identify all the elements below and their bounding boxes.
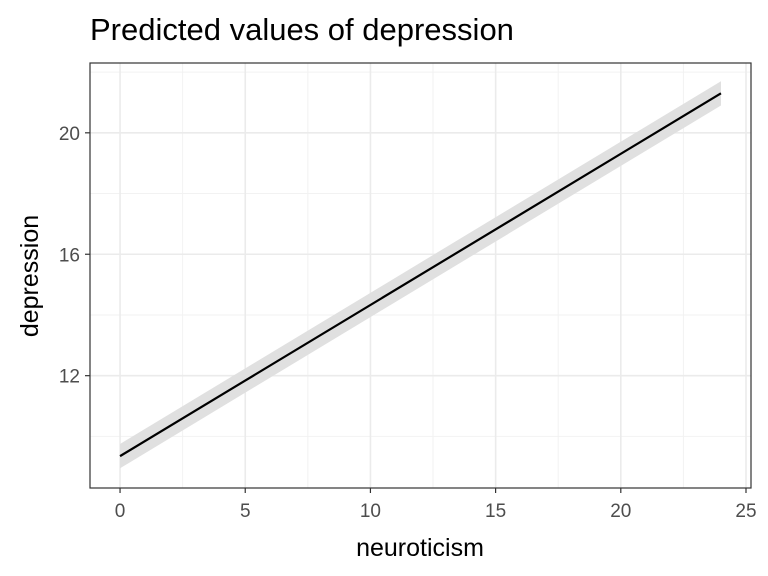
plot-panel: 0 5 10 15 20 25 12 16 20 <box>59 62 757 522</box>
y-tick-label: 12 <box>59 367 80 388</box>
x-tick-label: 25 <box>735 501 756 522</box>
x-tick-label: 15 <box>485 501 506 522</box>
y-axis-label: depression <box>16 215 44 337</box>
x-tick-label: 5 <box>240 501 251 522</box>
x-tick-label: 20 <box>610 501 631 522</box>
chart-title: Predicted values of depression <box>90 12 514 47</box>
x-tick-label: 10 <box>360 501 381 522</box>
x-axis-label: neuroticism <box>356 534 484 562</box>
prediction-line <box>119 92 722 458</box>
y-tick-label: 20 <box>59 124 80 145</box>
y-tick-label: 16 <box>59 245 80 266</box>
x-tick-label: 0 <box>115 501 126 522</box>
panel-border <box>89 62 752 489</box>
